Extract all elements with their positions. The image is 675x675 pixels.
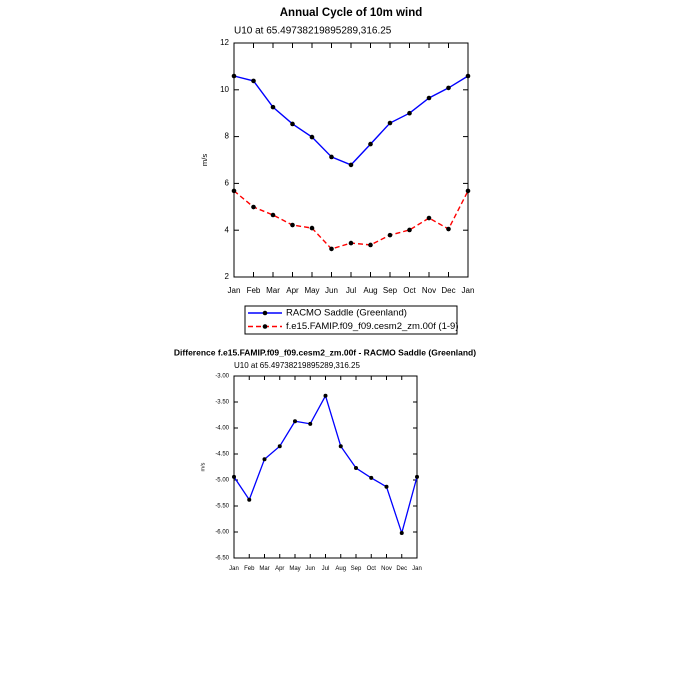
x-tick-label: Oct [367, 566, 377, 572]
x-tick-label: Feb [247, 286, 261, 295]
x-tick-label: Jun [305, 566, 315, 572]
data-point [369, 475, 374, 480]
data-point [368, 242, 373, 248]
x-tick-label: Aug [363, 286, 377, 295]
data-point [426, 95, 432, 101]
y-tick-label: 4 [225, 225, 230, 234]
x-tick-label: Nov [381, 566, 392, 572]
chart: Difference f.e15.FAMIP.f09_f09.cesm2_zm.… [174, 347, 476, 572]
y-tick-label: -3.50 [215, 400, 229, 406]
data-point [262, 457, 267, 462]
data-point [465, 73, 471, 79]
data-point [251, 204, 256, 210]
data-point [407, 227, 412, 233]
data-point [251, 78, 256, 84]
data-point [293, 419, 297, 424]
data-point [387, 120, 393, 126]
y-tick-label: 6 [225, 179, 230, 188]
series-line [233, 190, 469, 250]
x-tick-label: Feb [244, 566, 255, 572]
y-tick-label: 10 [220, 85, 229, 94]
y-tick-label: -5.50 [215, 504, 229, 510]
y-axis-label: m/s [200, 462, 206, 471]
y-tick-label: 8 [225, 132, 230, 141]
x-tick-label: Aug [335, 566, 346, 572]
x-tick-label: Jun [325, 286, 338, 295]
data-point [309, 225, 315, 231]
x-tick-label: May [289, 566, 300, 572]
chart-title: Annual Cycle of 10m wind [280, 7, 423, 19]
data-point [270, 212, 276, 218]
chart-subtitle: U10 at 65.49738219895289,316.25 [234, 26, 392, 37]
x-tick-label: Mar [266, 286, 280, 295]
data-point [407, 110, 412, 116]
data-point [323, 393, 328, 398]
series-line [233, 75, 469, 166]
x-tick-label: Jan [462, 286, 475, 295]
y-tick-label: -6.50 [215, 556, 229, 562]
data-point [348, 162, 354, 168]
data-point [384, 484, 389, 489]
x-tick-label: Sep [351, 566, 362, 572]
x-tick-label: Sep [383, 286, 398, 295]
data-point [290, 222, 295, 228]
y-axis-label: m/s [200, 154, 209, 166]
data-point [399, 531, 404, 536]
data-point [277, 444, 282, 449]
y-tick-label: -4.50 [215, 452, 229, 458]
x-tick-label: Nov [422, 286, 436, 295]
x-tick-label: Mar [259, 566, 269, 572]
x-tick-label: Jan [412, 566, 422, 572]
x-tick-label: Jul [346, 286, 356, 295]
x-tick-label: Dec [396, 566, 407, 572]
data-point [354, 466, 358, 471]
data-point [446, 226, 451, 232]
data-point [290, 121, 295, 127]
y-tick-label: 12 [220, 38, 229, 47]
legend-marker [262, 310, 268, 316]
x-tick-label: Jan [229, 566, 239, 572]
data-point [387, 232, 393, 238]
legend-label: f.e15.FAMIP.f09_f09.cesm2_zm.00f (1-9) [286, 321, 459, 332]
data-point [270, 104, 276, 110]
y-tick-label: -3.00 [215, 374, 229, 380]
data-point [231, 73, 237, 79]
y-tick-label: -5.00 [215, 478, 229, 484]
chart-subtitle: U10 at 65.49738219895289,316.25 [234, 361, 360, 370]
legend-label: RACMO Saddle (Greenland) [286, 308, 407, 319]
data-point [338, 444, 343, 449]
data-point [247, 497, 252, 502]
data-point [329, 246, 334, 252]
x-tick-label: Jan [228, 286, 241, 295]
x-tick-label: May [304, 286, 319, 295]
x-tick-label: Apr [275, 566, 284, 572]
data-point [446, 85, 451, 91]
y-tick-label: -6.00 [215, 530, 229, 536]
data-point [308, 421, 313, 426]
data-point [348, 240, 354, 246]
data-point [415, 474, 419, 479]
data-point [465, 188, 471, 194]
data-point [329, 154, 334, 160]
series-line [233, 394, 418, 536]
y-tick-label: 2 [225, 272, 230, 281]
y-tick-label: -4.00 [215, 426, 229, 432]
data-point [426, 215, 432, 221]
x-tick-label: Dec [441, 286, 455, 295]
chart-title: Difference f.e15.FAMIP.f09_f09.cesm2_zm.… [174, 347, 476, 357]
data-point [309, 134, 315, 140]
legend-marker [262, 324, 268, 329]
x-tick-label: Oct [403, 286, 416, 295]
x-tick-label: Apr [286, 286, 299, 295]
data-point [368, 141, 373, 147]
x-tick-label: Jul [322, 566, 330, 572]
data-point [231, 188, 237, 194]
legend-box [244, 305, 458, 335]
data-point [232, 474, 236, 479]
chart: Annual Cycle of 10m wind U10 at 65.497382… [200, 7, 475, 335]
